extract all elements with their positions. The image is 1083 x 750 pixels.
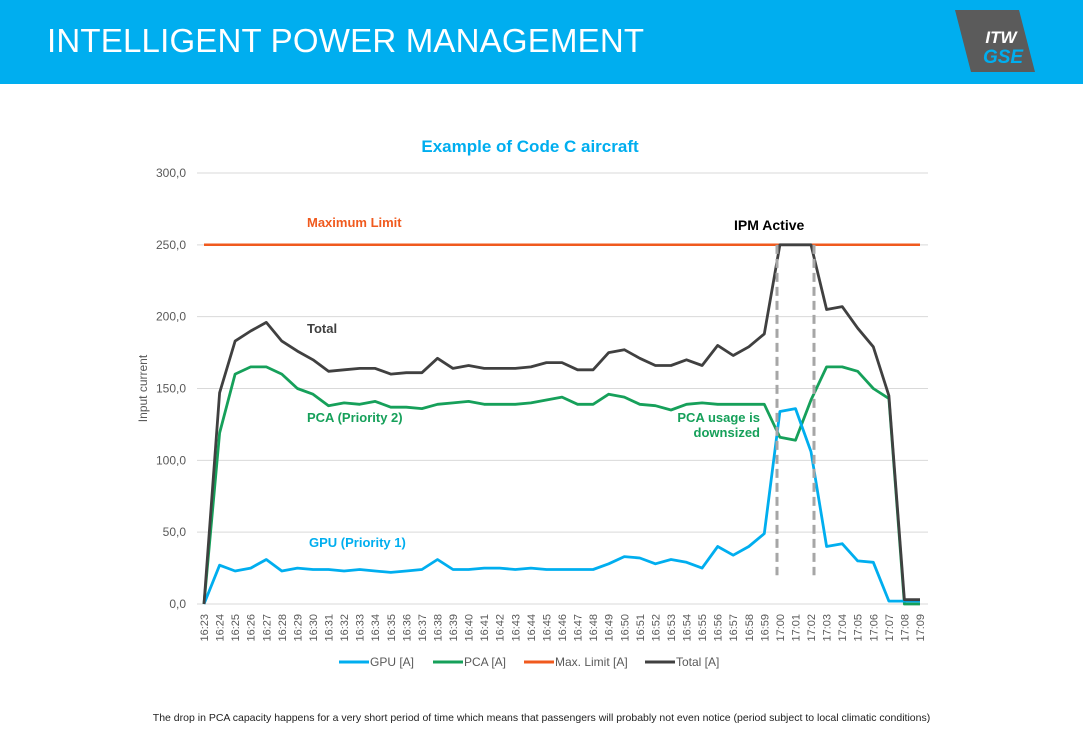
x-tick-label: 17:02: [806, 614, 818, 642]
x-tick-label: 16:53: [666, 614, 678, 642]
legend-label: PCA [A]: [464, 655, 506, 669]
line-chart: Example of Code C aircraft Input current…: [136, 137, 928, 669]
x-tick-label: 16:37: [417, 614, 429, 642]
annotation-total: Total: [307, 321, 337, 336]
legend-item: Total [A]: [645, 655, 719, 669]
legend-item: PCA [A]: [433, 655, 506, 669]
x-tick-label: 16:30: [308, 614, 320, 642]
y-tick-label: 100,0: [156, 453, 186, 467]
legend-label: GPU [A]: [370, 655, 414, 669]
x-tick-label: 16:41: [479, 614, 491, 642]
legend-item: Max. Limit [A]: [524, 655, 628, 669]
x-tick-label: 16:43: [510, 614, 522, 642]
x-tick-label: 16:23: [199, 614, 211, 642]
x-tick-label: 17:07: [884, 614, 896, 642]
annotation-pca-downsized: PCA usage is: [677, 410, 760, 425]
page-title: INTELLIGENT POWER MANAGEMENT: [47, 22, 645, 59]
x-tick-label: 16:38: [432, 614, 444, 642]
x-tick-label: 16:49: [604, 614, 616, 642]
x-tick-label: 17:08: [899, 614, 911, 642]
annotation-ipm-active: IPM Active: [734, 217, 804, 233]
y-tick-labels: 0,0 50,0 100,0 150,0 200,0 250,0 300,0: [156, 166, 186, 611]
annotation-gpu-priority: GPU (Priority 1): [309, 535, 406, 550]
x-tick-label: 16:59: [759, 614, 771, 642]
x-tick-label: 16:39: [448, 614, 460, 642]
x-tick-label: 16:36: [401, 614, 413, 642]
gridlines: [197, 172, 928, 605]
x-tick-label: 16:57: [728, 614, 740, 642]
x-tick-label: 16:29: [292, 614, 304, 642]
series-line-gpu-a: [202, 407, 920, 605]
x-tick-label: 16:44: [526, 614, 538, 642]
x-tick-label: 16:32: [339, 614, 351, 642]
itw-gse-logo: ITW GSE: [955, 10, 1035, 72]
legend-item: GPU [A]: [339, 655, 414, 669]
x-tick-label: 16:34: [370, 614, 382, 642]
x-tick-label: 16:51: [635, 614, 647, 642]
x-tick-label: 16:52: [650, 614, 662, 642]
y-tick-label: 150,0: [156, 382, 186, 396]
y-tick-label: 50,0: [163, 525, 187, 539]
x-tick-label: 16:46: [557, 614, 569, 642]
footer-note: The drop in PCA capacity happens for a v…: [152, 712, 931, 724]
legend: GPU [A] PCA [A] Max. Limit [A] Total [A]: [339, 655, 719, 669]
x-tick-label: 16:24: [215, 614, 227, 642]
chart-annotations: Maximum Limit IPM Active Total PCA (Priorit…: [307, 215, 804, 550]
annotation-maximum-limit: Maximum Limit: [307, 215, 402, 230]
x-tick-label: 16:47: [573, 614, 585, 642]
x-tick-label: 16:35: [386, 614, 398, 642]
y-tick-label: 250,0: [156, 238, 186, 252]
logo-text-itw: ITW: [985, 28, 1018, 47]
x-tick-label: 17:00: [775, 614, 787, 642]
x-tick-label: 16:25: [230, 614, 242, 642]
legend-label: Max. Limit [A]: [555, 655, 628, 669]
x-tick-label: 16:40: [464, 614, 476, 642]
x-tick-label: 16:42: [495, 614, 507, 642]
y-tick-label: 200,0: [156, 310, 186, 324]
x-tick-label: 17:06: [868, 614, 880, 642]
chart-title: Example of Code C aircraft: [421, 137, 639, 156]
x-tick-label: 17:01: [790, 614, 802, 642]
x-tick-label: 17:04: [837, 614, 849, 642]
x-tick-label: 16:26: [246, 614, 258, 642]
x-tick-label: 16:33: [355, 614, 367, 642]
x-tick-label: 16:48: [588, 614, 600, 642]
x-tick-label: 17:09: [915, 614, 927, 642]
x-tick-label: 16:45: [541, 614, 553, 642]
x-tick-label: 16:54: [682, 614, 694, 642]
x-tick-label: 16:31: [324, 614, 336, 642]
y-tick-label: 0,0: [169, 597, 186, 611]
x-tick-label: 16:50: [619, 614, 631, 642]
x-tick-label: 16:28: [277, 614, 289, 642]
x-tick-label: 17:03: [822, 614, 834, 642]
x-tick-labels: 16:23 16:24 16:25 16:26 16:27 16:28 16:29 16:30…: [199, 614, 927, 642]
logo-text-gse: GSE: [983, 47, 1024, 68]
x-tick-label: 16:55: [697, 614, 709, 642]
header-bar: INTELLIGENT POWER MANAGEMENT ITW GSE: [0, 0, 1083, 84]
annotation-pca-priority: PCA (Priority 2): [307, 410, 403, 425]
series-line-total-a: [202, 243, 920, 605]
x-tick-label: 17:05: [853, 614, 865, 642]
y-tick-label: 300,0: [156, 166, 186, 180]
series-lines: [202, 243, 920, 606]
x-tick-label: 16:56: [713, 614, 725, 642]
x-tick-label: 16:27: [261, 614, 273, 642]
x-tick-label: 16:58: [744, 614, 756, 642]
annotation-pca-downsized: downsized: [694, 425, 761, 440]
legend-label: Total [A]: [676, 655, 719, 669]
y-axis-label: Input current: [136, 354, 150, 422]
